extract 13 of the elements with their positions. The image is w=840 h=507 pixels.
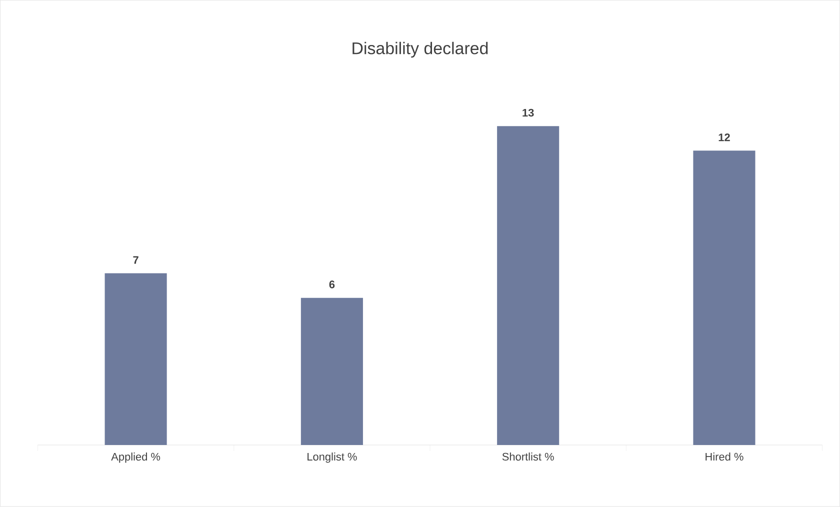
data-label: 12 [718, 134, 730, 142]
bar [693, 150, 756, 446]
bar [300, 298, 363, 446]
chart-title: Disability declared [352, 42, 488, 58]
x-tick-label: Applied % [111, 452, 160, 463]
data-label: 7 [133, 256, 138, 264]
x-tick-label: Shortlist % [502, 452, 554, 461]
x-tick-label: Longlist % [308, 452, 357, 463]
bar [497, 126, 560, 446]
data-label: 6 [329, 280, 335, 288]
bar [104, 273, 167, 446]
x-tick-label: Hired % [706, 452, 744, 461]
data-label: 13 [522, 108, 534, 117]
